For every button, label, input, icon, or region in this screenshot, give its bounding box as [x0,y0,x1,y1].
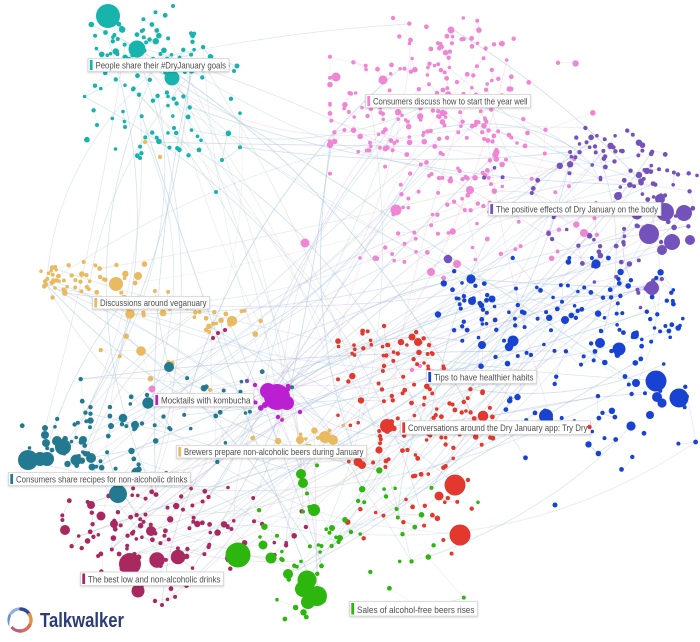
svg-text:Talkwalker: Talkwalker [40,610,124,632]
svg-text:Conversations around the Dry J: Conversations around the Dry January app… [408,423,588,434]
svg-text:People share their #DryJanuary: People share their #DryJanuary goals [96,60,227,71]
svg-text:Tips to have healthier habits: Tips to have healthier habits [434,372,534,383]
svg-text:Brewers prepare non-alcoholic: Brewers prepare non-alcoholic beers duri… [184,447,364,458]
svg-text:Consumers discuss how to start: Consumers discuss how to start the year … [373,96,528,107]
svg-text:The positive effects of Dry Ja: The positive effects of Dry January on t… [496,204,658,215]
svg-text:The best low and non-alcoholic: The best low and non-alcoholic drinks [88,574,221,585]
svg-text:Sales of alcohol-free beers ri: Sales of alcohol-free beers rises [357,605,475,616]
svg-text:Mocktails with kombucha: Mocktails with kombucha [161,395,251,406]
svg-text:Discussions around veganuary: Discussions around veganuary [100,298,207,309]
svg-text:Consumers share recipes for no: Consumers share recipes for non-alcoholi… [16,474,188,485]
